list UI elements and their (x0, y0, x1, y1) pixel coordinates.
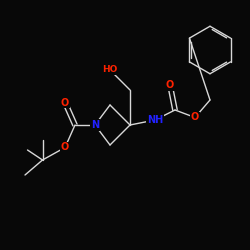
Text: O: O (166, 80, 174, 90)
Text: NH: NH (147, 115, 163, 125)
Text: O: O (191, 112, 199, 122)
Text: O: O (61, 98, 69, 108)
Text: HO: HO (102, 66, 118, 74)
Text: N: N (91, 120, 99, 130)
Text: O: O (61, 142, 69, 152)
